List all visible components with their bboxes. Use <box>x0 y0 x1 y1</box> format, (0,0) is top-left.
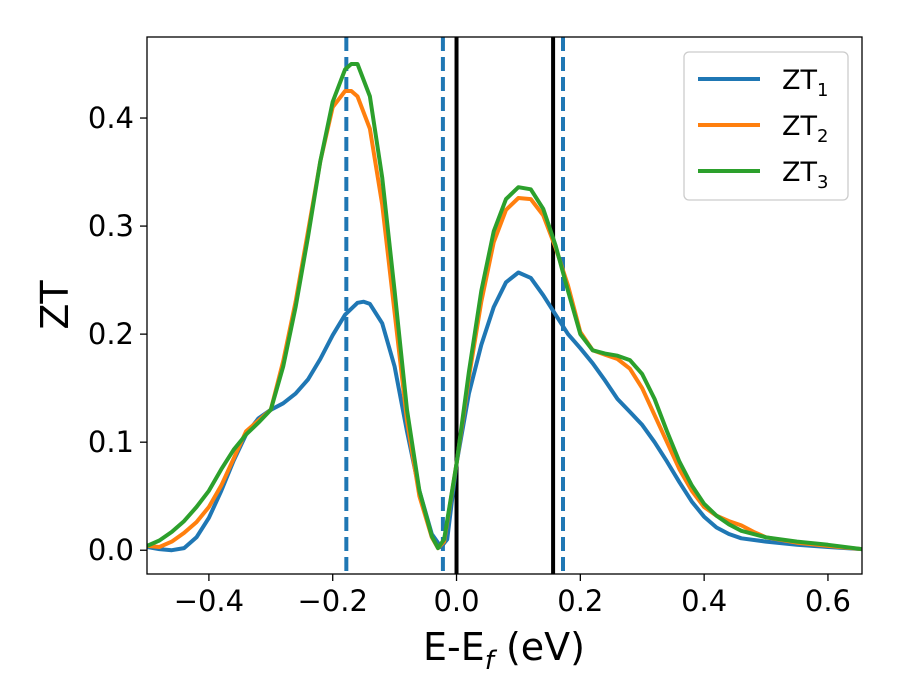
series-line-zt3 <box>147 62 862 552</box>
legend-label-sub: 2 <box>817 126 828 147</box>
y-tick-label: 0.1 <box>88 425 134 459</box>
legend-label-main: ZT <box>782 157 817 188</box>
legend-label-zt1: ZT1 <box>782 65 828 101</box>
plot-frame <box>146 36 863 575</box>
axis-ticks: −0.4 −0.2 0.0 0.2 0.4 0.6 0.0 0.1 0.2 0.3 0.4 <box>88 101 851 618</box>
legend-label-main: ZT <box>782 65 817 96</box>
legend-label-main: ZT <box>782 111 817 142</box>
x-tick-label: 0.0 <box>433 584 479 618</box>
series-line-zt1 <box>147 270 862 553</box>
plot-area <box>147 37 862 574</box>
axes-box <box>146 36 863 575</box>
y-tick-label: 0.3 <box>88 209 134 243</box>
legend-label-sub: 3 <box>817 172 828 193</box>
y-tick-label: 0.0 <box>88 533 134 567</box>
legend-label-zt2: ZT2 <box>782 111 828 147</box>
x-tick-label: −0.4 <box>174 584 244 618</box>
plot-content <box>147 37 862 574</box>
x-axis-title-unit: (eV) <box>494 625 585 669</box>
y-tick-label: 0.4 <box>88 101 134 135</box>
x-axis-title-main: E-E <box>423 625 485 669</box>
x-tick-label: 0.2 <box>557 584 603 618</box>
legend-label-zt3: ZT3 <box>782 157 828 193</box>
legend-box <box>683 51 849 201</box>
x-tick-label: −0.2 <box>298 584 368 618</box>
y-tick-label: 0.2 <box>88 317 134 351</box>
x-tick-label: 0.4 <box>681 584 727 618</box>
x-tick-label: 0.6 <box>805 584 851 618</box>
y-axis-title: ZT <box>33 280 77 330</box>
x-axis-title: E-Ef (eV) <box>423 625 585 676</box>
legend-label-sub: 1 <box>817 80 828 101</box>
